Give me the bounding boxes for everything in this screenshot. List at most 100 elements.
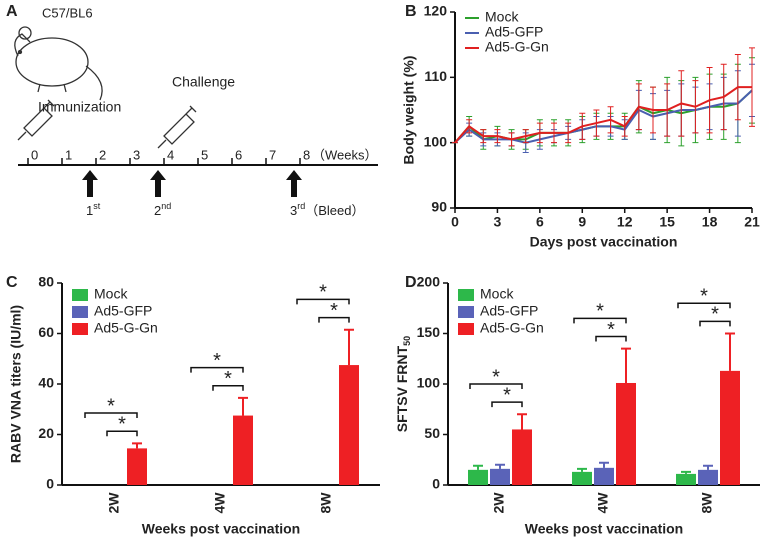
event-label: Challenge: [172, 74, 235, 90]
bar: [698, 469, 718, 485]
y-tick-label: 0: [46, 476, 54, 492]
y-tick-label: 100: [424, 133, 448, 149]
x-tick-label: 9: [578, 214, 586, 230]
significance-label: *: [596, 301, 604, 323]
legend-label: Ad5-G-Gn: [94, 320, 158, 336]
x-tick-label: 8W: [318, 492, 334, 514]
significance-bracket: [677, 302, 731, 309]
arrow: [286, 170, 302, 197]
week-unit: （Weeks）: [312, 147, 378, 162]
significance-bracket: [573, 317, 627, 324]
y-axis-label: Body weight (%): [401, 56, 417, 165]
y-tick-label: 20: [38, 425, 54, 441]
error-bar: [473, 464, 483, 470]
bar: [233, 415, 253, 485]
y-tick-label: 200: [417, 274, 441, 290]
x-tick-label: 21: [744, 214, 760, 230]
y-tick-label: 110: [424, 68, 447, 84]
error-bar: [725, 332, 735, 371]
significance-label: *: [224, 368, 232, 390]
legend-label: Ad5-G-Gn: [485, 39, 549, 55]
bar: [490, 468, 510, 485]
error-bar: [132, 442, 142, 449]
error-bar: [495, 463, 505, 469]
significance-label: *: [330, 300, 338, 322]
significance-bracket: [296, 298, 350, 305]
x-tick-label: 2W: [491, 492, 507, 514]
line: [454, 89, 753, 144]
error-bar: [517, 413, 527, 430]
dose-suffix: st: [93, 201, 101, 211]
mouse: [14, 26, 103, 101]
y-tick-label: 100: [417, 375, 441, 391]
week-label: 1: [65, 147, 72, 162]
x-tick-label: 2W: [106, 492, 122, 514]
week-label: 4: [167, 147, 174, 162]
significance-bracket: [595, 335, 627, 342]
error-bar: [577, 467, 587, 472]
week-label: 3: [133, 147, 140, 162]
significance-label: *: [503, 384, 511, 406]
dose-suffix: nd: [161, 201, 171, 211]
x-tick-label: 3: [494, 214, 502, 230]
error-bar: [344, 328, 354, 366]
error-bar: [621, 347, 631, 383]
line: [454, 86, 752, 144]
x-tick-label: 4W: [595, 492, 611, 514]
significance-bracket: [699, 320, 731, 327]
error-bar: [599, 461, 609, 468]
x-axis-label: Days post vaccination: [530, 234, 678, 250]
legend-label: Mock: [94, 286, 128, 302]
legend-swatch: [458, 289, 474, 301]
y-tick-label: 50: [424, 425, 440, 441]
bar: [339, 365, 359, 485]
y-axis-label: SFTSV FRNT50: [394, 336, 413, 432]
significance-bracket: [491, 401, 523, 408]
dose-label: 1st: [86, 201, 101, 218]
y-tick-label: 0: [432, 476, 440, 492]
legend-label: Ad5-G-Gn: [480, 320, 544, 336]
significance-bracket: [212, 385, 244, 391]
syringe: [17, 99, 197, 149]
week-label: 7: [269, 147, 276, 162]
event-label: Immunization: [38, 99, 121, 115]
week-label: 2: [99, 147, 106, 162]
dose-suffix: rd: [297, 201, 305, 211]
dose-number: 3: [290, 203, 297, 218]
significance-label: *: [711, 304, 719, 326]
bar: [676, 473, 696, 485]
error-bar: [703, 464, 713, 470]
week-label: 0: [31, 147, 38, 162]
significance-label: *: [319, 282, 327, 304]
error-bar: [238, 396, 248, 416]
panel-letter: C: [6, 274, 18, 291]
legend-label: Mock: [485, 9, 519, 25]
arrow: [82, 170, 98, 197]
legend-label: Ad5-GFP: [480, 303, 538, 319]
significance-label: *: [213, 350, 221, 372]
bar: [127, 448, 147, 485]
panel-letter: B: [405, 3, 417, 20]
x-tick-label: 15: [659, 214, 675, 230]
legend-label: Ad5-GFP: [485, 24, 543, 40]
legend-swatch: [458, 306, 474, 318]
dose-label: 3rd（Bleed）: [290, 201, 365, 218]
legend-label: Mock: [480, 286, 514, 302]
arrow: [150, 170, 166, 197]
x-axis-label: Weeks post vaccination: [142, 521, 300, 537]
week-label: 6: [235, 147, 242, 162]
significance-label: *: [492, 366, 500, 388]
y-tick-label: 40: [38, 375, 54, 391]
line: [454, 89, 753, 144]
legend-swatch: [72, 323, 88, 335]
bar: [720, 370, 740, 485]
x-tick-label: 0: [451, 214, 459, 230]
x-tick-label: 4W: [212, 492, 228, 514]
significance-bracket: [190, 366, 244, 373]
y-tick-label: 90: [431, 199, 447, 215]
bar: [512, 429, 532, 485]
y-tick-label: 60: [38, 324, 54, 340]
error-bar: [681, 470, 691, 474]
y-axis-label-sub: 50: [402, 336, 412, 346]
